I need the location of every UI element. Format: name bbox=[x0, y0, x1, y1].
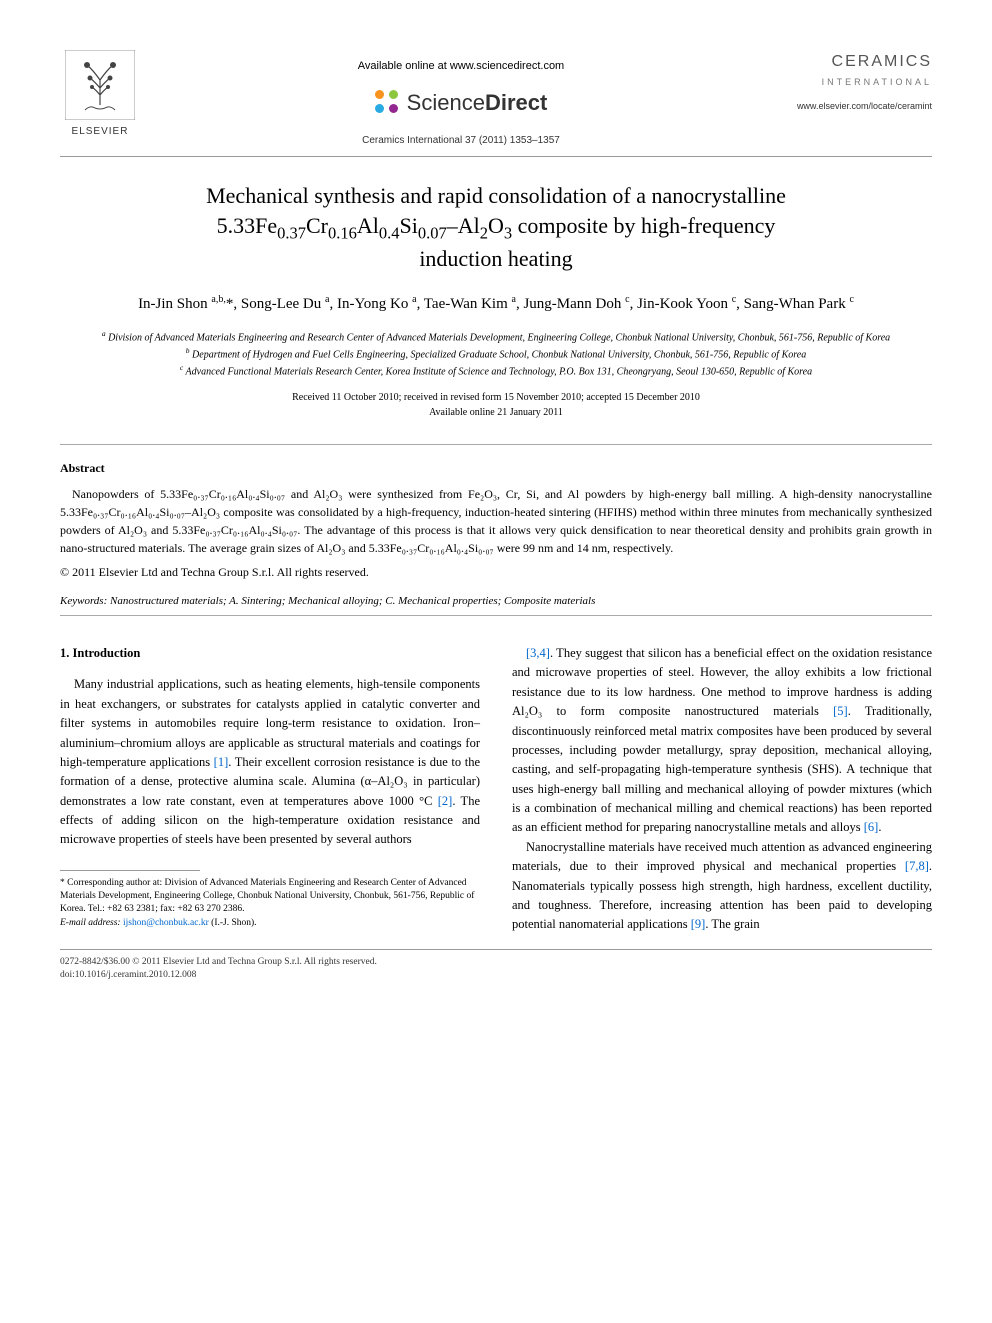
affiliation-b: b Department of Hydrogen and Fuel Cells … bbox=[80, 345, 912, 362]
title-l2b: composite by high-frequency bbox=[512, 213, 775, 238]
page-footer: 0272-8842/$36.00 © 2011 Elsevier Ltd and… bbox=[60, 949, 932, 983]
citation-link[interactable]: [3,4] bbox=[526, 646, 550, 660]
citation-link[interactable]: [9] bbox=[691, 917, 706, 931]
title-m2: Al bbox=[357, 213, 379, 238]
title-m1: Cr bbox=[306, 213, 328, 238]
title-line1: Mechanical synthesis and rapid consolida… bbox=[206, 183, 786, 208]
email-address[interactable]: ijshon@chonbuk.ac.kr bbox=[123, 918, 209, 928]
sciencedirect-text: ScienceDirect bbox=[407, 86, 548, 119]
title-sub4: 0.07 bbox=[418, 223, 447, 242]
citation-link[interactable]: [5] bbox=[833, 704, 848, 718]
footnote-email-line: E-mail address: ijshon@chonbuk.ac.kr (I.… bbox=[60, 917, 480, 930]
sd-dot-4 bbox=[389, 104, 398, 113]
footer-doi: doi:10.1016/j.ceramint.2010.12.008 bbox=[60, 969, 932, 982]
sd-dot-1 bbox=[375, 90, 384, 99]
column-right: [3,4]. They suggest that silicon has a b… bbox=[512, 644, 932, 935]
elsevier-tree-icon bbox=[65, 50, 135, 120]
citation-link[interactable]: [6] bbox=[864, 820, 879, 834]
abstract-heading: Abstract bbox=[60, 459, 932, 477]
sd-bold: Direct bbox=[485, 90, 547, 115]
keywords-text: Nanostructured materials; A. Sintering; … bbox=[107, 595, 595, 607]
title-line3: induction heating bbox=[419, 246, 572, 271]
dates-line2: Available online 21 January 2011 bbox=[60, 405, 932, 420]
title-sub6: 3 bbox=[504, 223, 512, 242]
header-center: Available online at www.sciencedirect.co… bbox=[140, 50, 782, 148]
intro-paragraph-2: Nanocrystalline materials have received … bbox=[512, 838, 932, 935]
journal-reference: Ceramics International 37 (2011) 1353–13… bbox=[140, 133, 782, 148]
footnote-divider bbox=[60, 870, 200, 871]
article-title: Mechanical synthesis and rapid consolida… bbox=[60, 181, 932, 274]
keywords-label: Keywords: bbox=[60, 595, 107, 607]
affiliation-a: a Division of Advanced Materials Enginee… bbox=[80, 328, 912, 345]
affiliation-c: c Advanced Functional Materials Research… bbox=[80, 362, 912, 379]
sciencedirect-logo: ScienceDirect bbox=[375, 86, 548, 119]
affil-c-text: Advanced Functional Materials Research C… bbox=[186, 367, 813, 378]
title-sub1: 0.37 bbox=[277, 223, 306, 242]
journal-logo-title: CERAMICS bbox=[782, 50, 932, 74]
sd-dot-2 bbox=[389, 90, 398, 99]
article-dates: Received 11 October 2010; received in re… bbox=[60, 390, 932, 420]
citation-link[interactable]: [2] bbox=[438, 794, 453, 808]
title-m5: O bbox=[488, 213, 504, 238]
journal-logo: CERAMICS INTERNATIONAL www.elsevier.com/… bbox=[782, 50, 932, 113]
body-columns: 1. Introduction Many industrial applicat… bbox=[60, 644, 932, 935]
abstract-copyright: © 2011 Elsevier Ltd and Techna Group S.r… bbox=[60, 563, 932, 581]
affil-b-text: Department of Hydrogen and Fuel Cells En… bbox=[192, 349, 806, 360]
header-row: ELSEVIER Available online at www.science… bbox=[60, 50, 932, 148]
footer-line1: 0272-8842/$36.00 © 2011 Elsevier Ltd and… bbox=[60, 956, 932, 969]
affil-a-text: Division of Advanced Materials Engineeri… bbox=[108, 332, 890, 343]
publisher-logo: ELSEVIER bbox=[60, 50, 140, 139]
header-divider bbox=[60, 156, 932, 157]
authors: In-Jin Shon a,b,*, Song-Lee Du a, In-Yon… bbox=[60, 292, 932, 316]
citation-link[interactable]: [7,8] bbox=[905, 859, 929, 873]
sciencedirect-icon bbox=[375, 90, 401, 116]
column-left: 1. Introduction Many industrial applicat… bbox=[60, 644, 480, 935]
intro-paragraph-1-cont: [3,4]. They suggest that silicon has a b… bbox=[512, 644, 932, 838]
citation-link[interactable]: [1] bbox=[214, 755, 229, 769]
sd-dot-3 bbox=[375, 104, 384, 113]
title-sub3: 0.4 bbox=[379, 223, 400, 242]
sd-light: Science bbox=[407, 90, 485, 115]
journal-logo-subtitle: INTERNATIONAL bbox=[782, 76, 932, 90]
affiliations: a Division of Advanced Materials Enginee… bbox=[60, 328, 932, 380]
title-sub2: 0.16 bbox=[328, 223, 357, 242]
abstract-body: Nanopowders of 5.33Fe₀.₃₇Cr₀.₁₆Al₀.₄Si₀.… bbox=[60, 485, 932, 557]
intro-paragraph-1: Many industrial applications, such as he… bbox=[60, 675, 480, 849]
dates-line1: Received 11 October 2010; received in re… bbox=[60, 390, 932, 405]
keywords: Keywords: Nanostructured materials; A. S… bbox=[60, 593, 932, 610]
email-suffix: (I.-J. Shon). bbox=[209, 918, 257, 928]
available-online-text: Available online at www.sciencedirect.co… bbox=[140, 58, 782, 75]
corresponding-author-footnote: * Corresponding author at: Division of A… bbox=[60, 877, 480, 930]
abstract-top-divider bbox=[60, 444, 932, 445]
abstract-bottom-divider bbox=[60, 615, 932, 616]
section-1-heading: 1. Introduction bbox=[60, 644, 480, 663]
footnote-text: * Corresponding author at: Division of A… bbox=[60, 877, 480, 917]
title-m3: Si bbox=[399, 213, 417, 238]
title-m4: –Al bbox=[447, 213, 480, 238]
publisher-label: ELSEVIER bbox=[72, 124, 129, 139]
email-label: E-mail address: bbox=[60, 918, 121, 928]
journal-url: www.elsevier.com/locate/ceramint bbox=[782, 100, 932, 114]
title-sub5: 2 bbox=[480, 223, 488, 242]
title-l2a: 5.33Fe bbox=[217, 213, 278, 238]
